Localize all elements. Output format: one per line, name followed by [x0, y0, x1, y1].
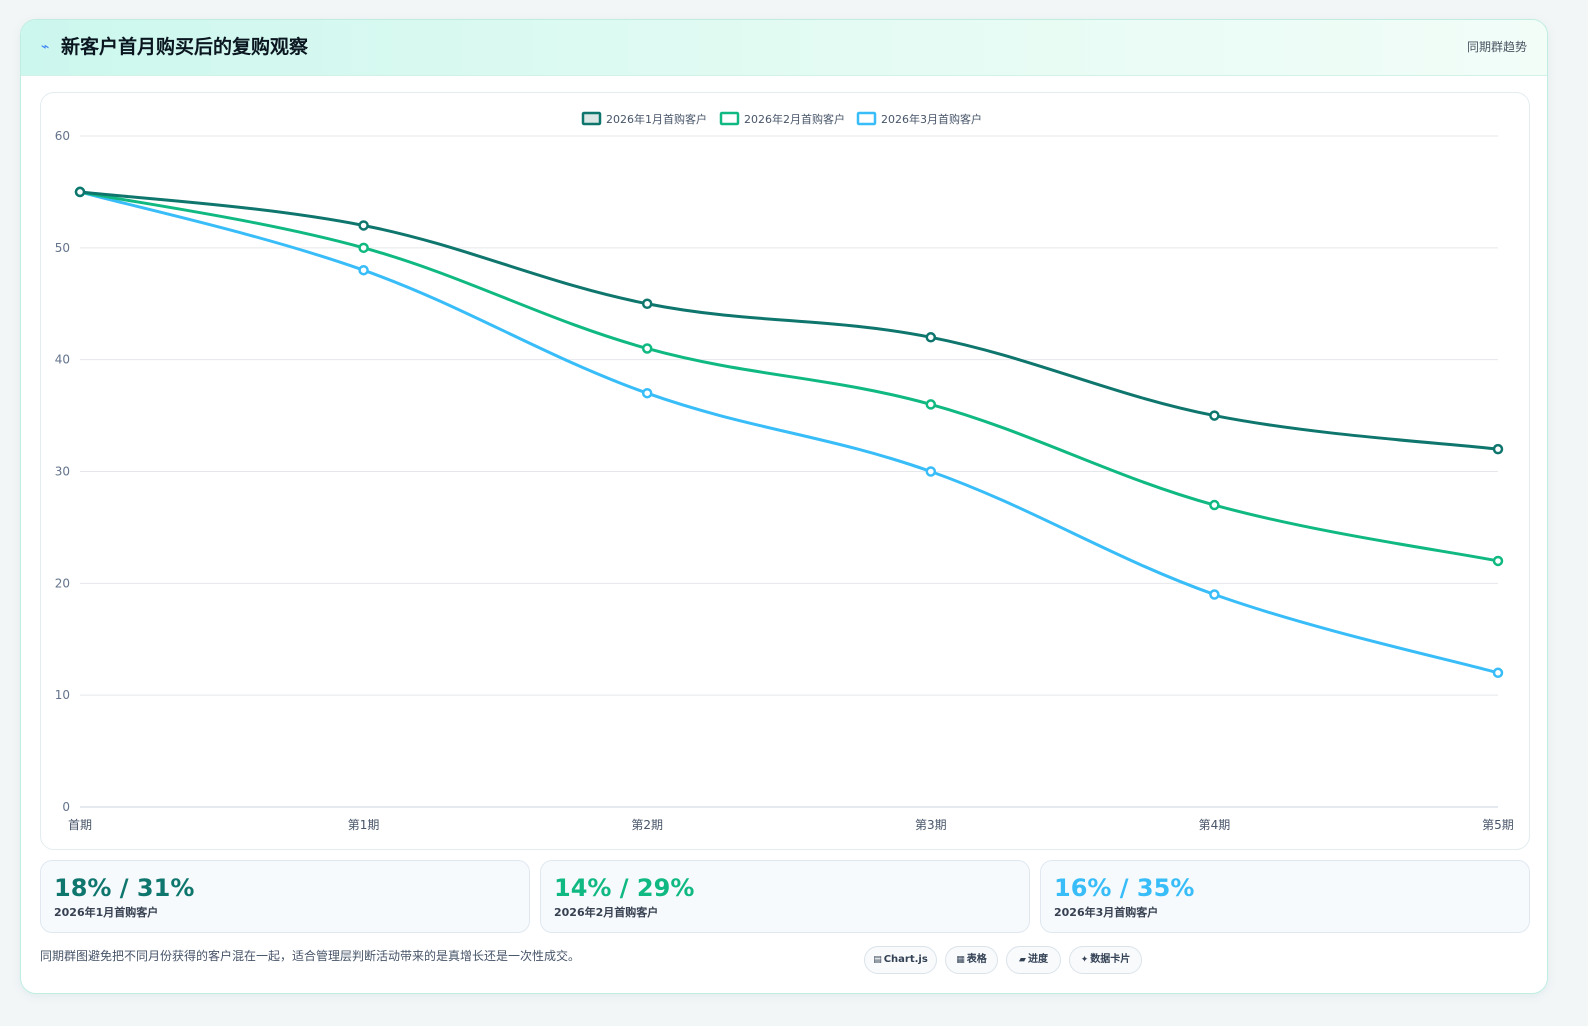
stat-card-1: 18% / 31% 2026年1月首购客户: [40, 860, 530, 933]
chart-card: 0 10 20 30 40 50 60 首期 第1期 第2期 第3期 第4期 第5期 2026年1月首购客…: [40, 92, 1530, 850]
stat-label: 2026年2月首购客户: [554, 906, 659, 919]
data-point: [358, 242, 369, 254]
table-icon: ▦: [956, 955, 965, 965]
data-point: [1492, 667, 1504, 679]
data-point: [74, 186, 86, 198]
stat-value: 16% / 35%: [1054, 874, 1195, 902]
data-point: [1492, 443, 1504, 455]
stat-label: 2026年3月首购客户: [1054, 906, 1159, 919]
x-tick-label: 第4期: [1199, 818, 1231, 832]
data-point: [925, 466, 937, 477]
y-tick-label: 60: [55, 129, 70, 143]
x-tick-label: 第2期: [631, 818, 663, 832]
footer-note: 同期群图避免把不同月份获得的客户混在一起，适合管理层判断活动带来的是真增长还是一…: [40, 949, 581, 963]
stat-card-2: 14% / 29% 2026年2月首购客户: [540, 860, 1030, 933]
chart-icon: ▤: [873, 955, 882, 965]
bolt-icon: ⌁: [41, 39, 50, 55]
y-tick-label: 30: [55, 465, 70, 479]
series-line: [78, 190, 1500, 451]
data-point: [1209, 410, 1220, 421]
data-point: [358, 264, 369, 276]
data-point: [1209, 499, 1220, 511]
legend-label: 2026年3月首购客户: [881, 112, 982, 126]
data-point: [925, 332, 937, 343]
x-tick-label: 首期: [68, 818, 92, 832]
page-title: 新客户首月购买后的复购观察: [61, 36, 309, 58]
legend-label: 2026年2月首购客户: [744, 112, 845, 126]
data-point: [358, 220, 369, 231]
data-point: [641, 387, 653, 399]
legend-swatch: [856, 111, 877, 126]
data-point: [1492, 555, 1504, 567]
progress-icon: ▰: [1019, 955, 1026, 965]
stat-label: 2026年1月首购客户: [54, 906, 159, 919]
panel-header: ⌁ 新客户首月购买后的复购观察 同期群趋势: [21, 20, 1547, 76]
series-line: [78, 190, 1500, 563]
chip-chartjs[interactable]: ▤ Chart.js: [864, 946, 937, 974]
chip-data-card[interactable]: ✦ 数据卡片: [1069, 946, 1142, 974]
stat-value: 14% / 29%: [554, 874, 695, 902]
y-tick-label: 10: [55, 688, 70, 702]
y-tick-label: 20: [55, 576, 70, 590]
legend-swatch: [581, 111, 602, 126]
series-line: [78, 190, 1500, 675]
line-chart: 0 10 20 30 40 50 60 首期 第1期 第2期 第3期 第4期 第5期 2026年1月首购客…: [55, 111, 1514, 832]
data-point: [1209, 589, 1220, 600]
data-point: [641, 343, 653, 354]
chip-table[interactable]: ▦ 表格: [945, 946, 998, 974]
stat-card-3: 16% / 35% 2026年3月首购客户: [1040, 860, 1530, 933]
header-tag: 同期群趋势: [1466, 40, 1527, 54]
dashboard-panel: ⌁ 新客户首月购买后的复购观察 同期群趋势 0 10 20 30 40 50 60 首期 第1期…: [20, 19, 1548, 994]
x-tick-label: 第3期: [915, 818, 947, 832]
sparkle-icon: ✦: [1080, 955, 1089, 965]
data-point: [925, 399, 937, 410]
data-point: [641, 298, 653, 309]
legend-swatch: [719, 111, 740, 126]
x-tick-label: 第1期: [348, 818, 380, 832]
y-tick-label: 40: [55, 353, 70, 367]
x-tick-label: 第5期: [1482, 818, 1514, 832]
chip-progress[interactable]: ▰ 进度: [1006, 946, 1061, 974]
legend-label: 2026年1月首购客户: [606, 112, 707, 126]
y-tick-label: 0: [62, 800, 70, 814]
y-tick-label: 50: [55, 241, 70, 255]
stat-value: 18% / 31%: [54, 874, 195, 902]
